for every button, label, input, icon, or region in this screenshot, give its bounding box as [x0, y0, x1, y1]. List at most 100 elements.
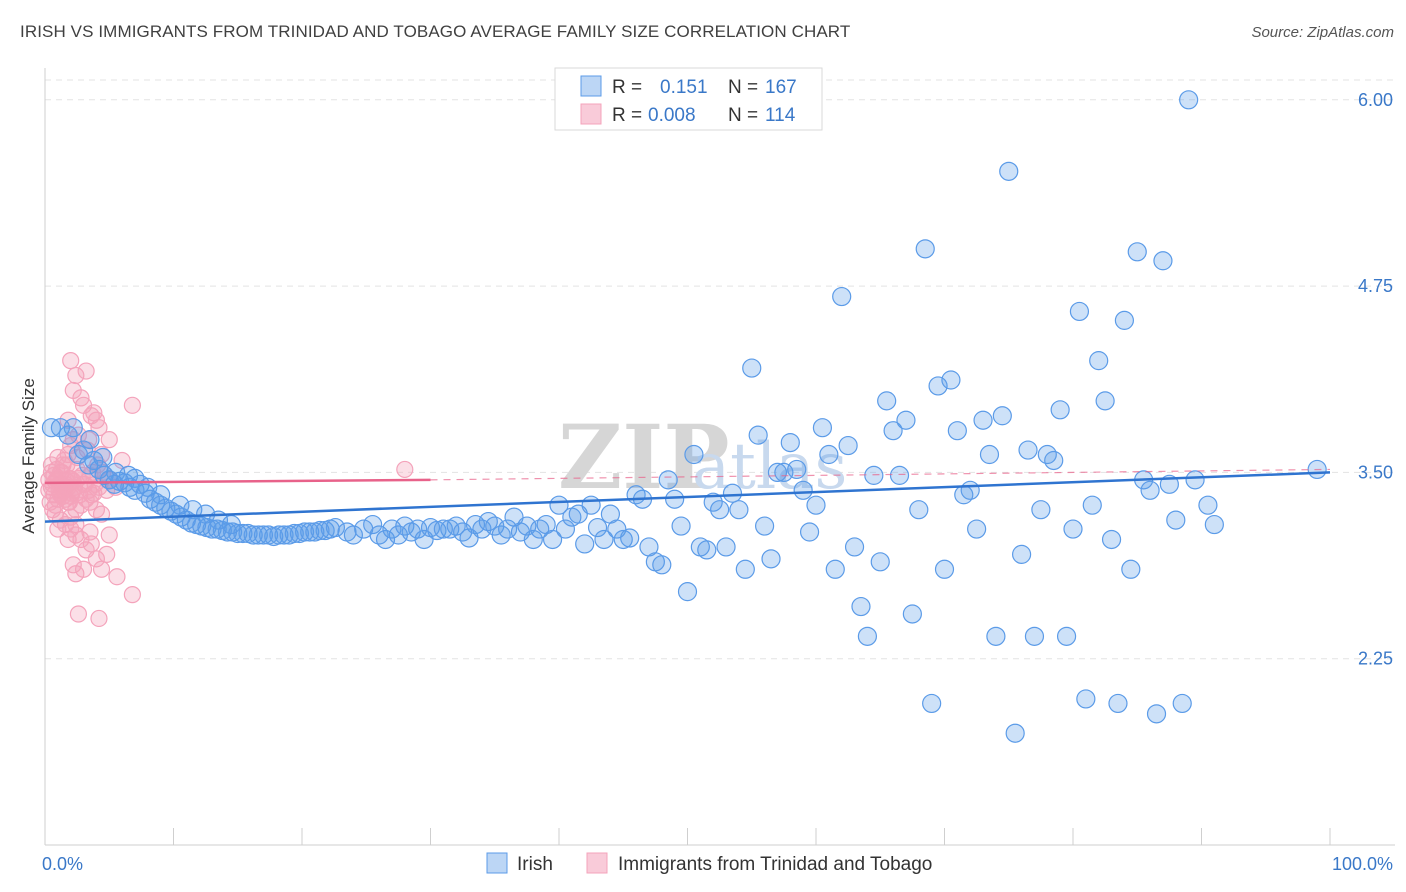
- legend: Irish Immigrants from Trinidad and Tobag…: [486, 852, 932, 875]
- irish-point: [896, 410, 916, 430]
- irish-point: [838, 435, 858, 456]
- trinidad-point: [69, 605, 88, 623]
- trinidad-point: [123, 586, 141, 604]
- trinidad-point: [81, 523, 99, 541]
- irish-point: [742, 358, 762, 378]
- irish-point: [248, 525, 268, 545]
- irish-point: [1172, 693, 1192, 714]
- irish-point: [140, 489, 160, 509]
- irish-point: [864, 465, 884, 485]
- trinidad-point: [90, 609, 108, 628]
- irish-point: [284, 523, 304, 544]
- irish-point: [902, 604, 922, 624]
- irish-point: [73, 440, 94, 460]
- irish-point: [300, 522, 320, 542]
- x-tick-label-max: 100.0%: [1332, 854, 1393, 874]
- irish-point: [941, 370, 961, 390]
- irish-point: [748, 425, 768, 445]
- irish-point: [1076, 689, 1096, 709]
- irish-point: [1166, 510, 1186, 530]
- irish-point: [1198, 495, 1218, 515]
- irish-point: [677, 582, 698, 602]
- irish-point: [973, 410, 993, 430]
- irish-point: [851, 596, 871, 617]
- trinidad-point: [59, 530, 77, 549]
- irish-point: [812, 418, 833, 438]
- axes: [44, 68, 1395, 846]
- irish-point: [1069, 301, 1090, 322]
- trend-lines: [44, 468, 1331, 523]
- irish-point: [1121, 559, 1141, 579]
- irish-point: [294, 522, 315, 542]
- stats-trinidad-n-value: 114: [765, 105, 796, 126]
- irish-point: [735, 559, 755, 579]
- irish-point: [310, 520, 330, 541]
- irish-point: [170, 495, 190, 515]
- stats-trinidad-r-value: 0.008: [648, 105, 696, 126]
- irish-point: [1108, 693, 1128, 714]
- stats-trinidad-swatch: [580, 103, 602, 125]
- trinidad-point: [77, 362, 95, 380]
- irish-point: [799, 522, 820, 542]
- irish-point: [93, 447, 113, 468]
- y-tick-label: 2.25: [1358, 649, 1393, 669]
- irish-point: [221, 514, 241, 535]
- irish-point: [819, 444, 839, 465]
- irish-point: [947, 421, 967, 441]
- irish-point: [870, 552, 890, 572]
- irish-point: [274, 525, 294, 545]
- irish-point: [729, 500, 749, 520]
- irish-point: [722, 483, 743, 503]
- x-tick-label-min: 0.0%: [42, 854, 83, 874]
- grid-lines: [45, 79, 1395, 660]
- irish-point: [915, 239, 935, 259]
- stats-irish-r-value: 0.151: [660, 77, 708, 98]
- y-axis-label: Average Family Size: [19, 378, 38, 534]
- irish-point: [581, 495, 601, 515]
- irish-point: [1011, 544, 1032, 564]
- irish-point: [1153, 251, 1173, 271]
- legend-irish-label: Irish: [517, 854, 553, 875]
- irish-point: [767, 462, 788, 483]
- irish-point: [63, 418, 83, 438]
- irish-point: [986, 626, 1006, 646]
- irish-point: [979, 444, 1000, 465]
- irish-point: [89, 459, 109, 480]
- trinidad-point: [67, 484, 85, 502]
- irish-point: [106, 462, 126, 483]
- irish-points: [41, 90, 1327, 743]
- irish-point: [671, 516, 691, 536]
- trinidad-point: [62, 352, 80, 370]
- trinidad-point: [98, 545, 116, 563]
- irish-point: [1095, 391, 1115, 411]
- trinidad-point: [100, 526, 118, 544]
- irish-point: [594, 529, 614, 550]
- stats-irish-r-label: R =: [612, 77, 642, 98]
- irish-point: [1056, 626, 1077, 646]
- irish-point: [1082, 495, 1102, 515]
- trinidad-point: [100, 431, 118, 449]
- irish-point: [754, 516, 775, 536]
- irish-point: [269, 525, 289, 545]
- irish-trend-line: [44, 471, 1331, 523]
- irish-point: [1185, 470, 1205, 490]
- irish-point: [555, 519, 576, 539]
- irish-point: [883, 421, 903, 441]
- irish-point: [761, 549, 781, 569]
- irish-point: [151, 495, 171, 515]
- chart-title: IRISH VS IMMIGRANTS FROM TRINIDAD AND TO…: [20, 22, 851, 41]
- irish-point: [542, 529, 563, 550]
- irish-point: [1063, 519, 1083, 539]
- irish-point: [575, 534, 595, 554]
- irish-point: [1018, 440, 1038, 460]
- trinidad-point: [74, 560, 93, 578]
- irish-point: [151, 485, 171, 505]
- legend-trinidad-swatch: [586, 852, 608, 874]
- irish-point: [613, 529, 633, 550]
- source-label: Source: ZipAtlas.com: [1251, 24, 1394, 41]
- irish-point: [343, 525, 363, 545]
- y-tick-label: 3.50: [1358, 462, 1393, 482]
- irish-point: [992, 406, 1012, 426]
- irish-point: [703, 492, 723, 512]
